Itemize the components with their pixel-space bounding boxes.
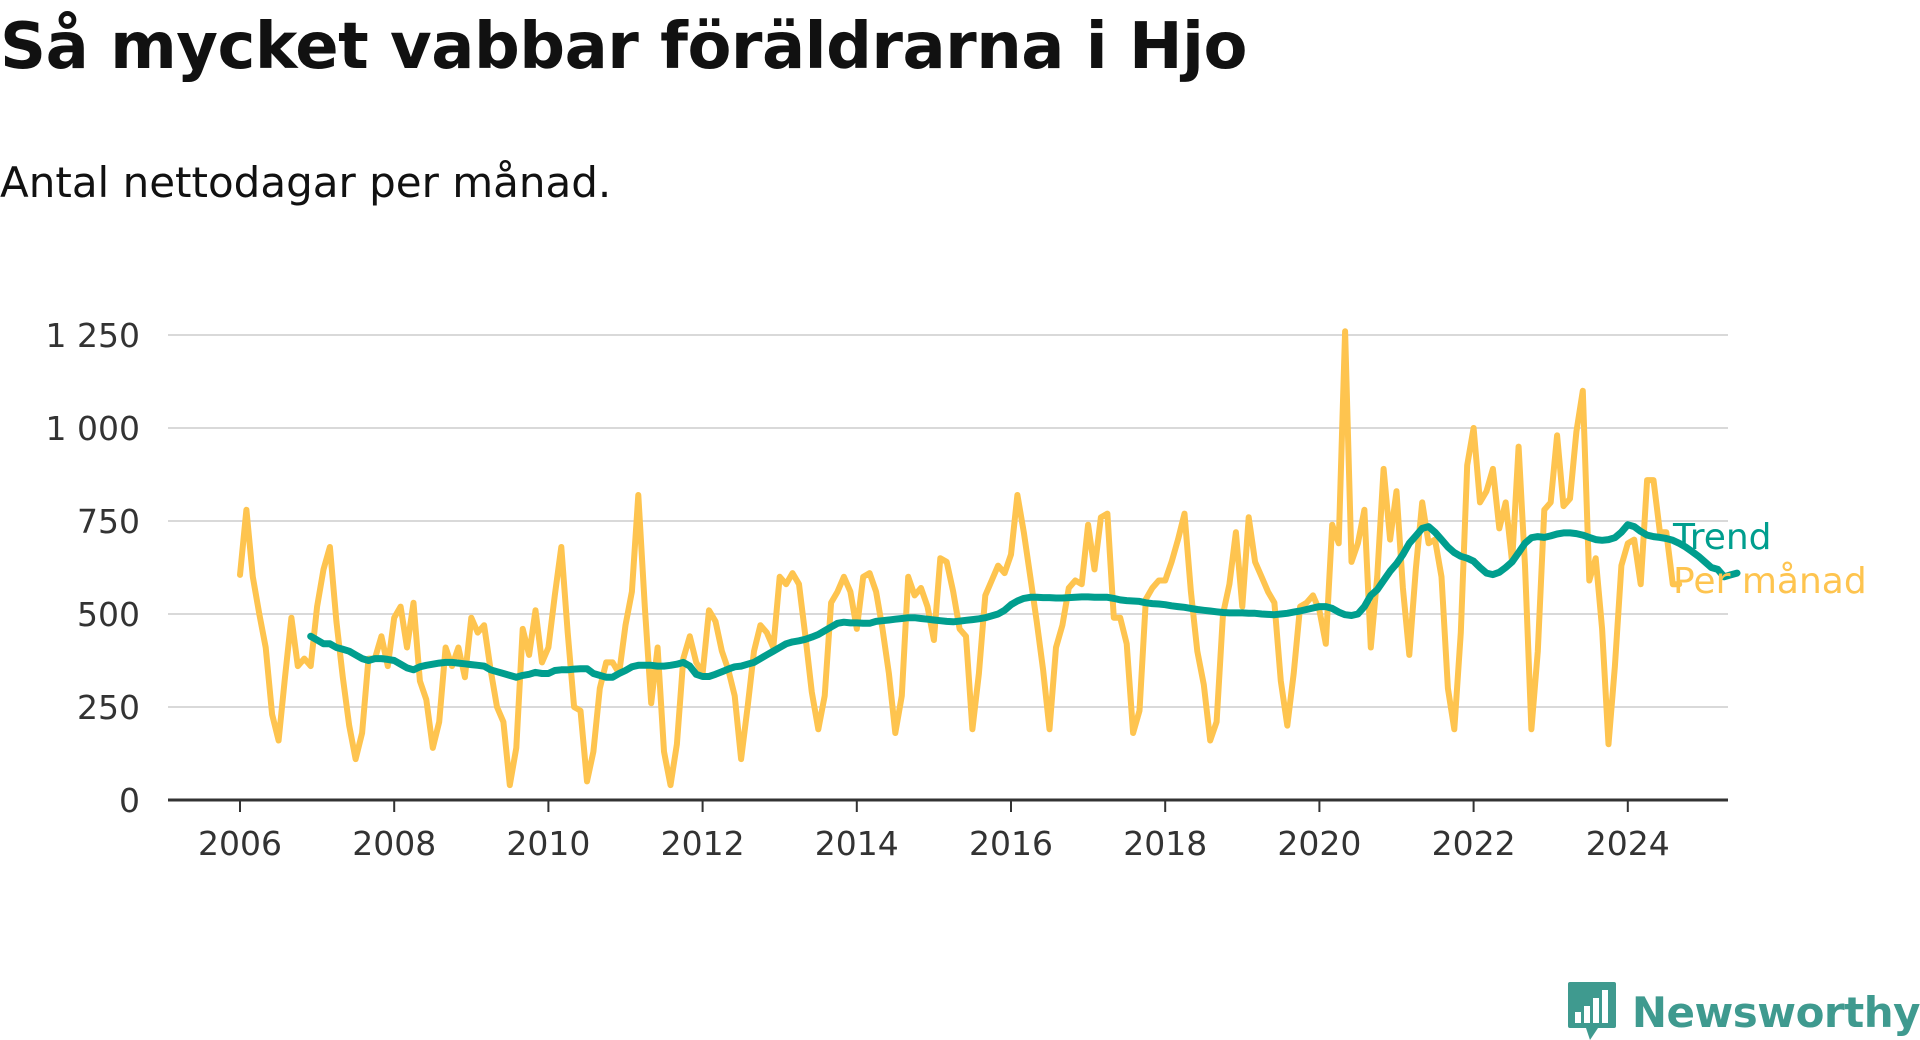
y-tick-label: 750 [77, 502, 140, 541]
x-tick-label: 2018 [1123, 824, 1207, 863]
y-axis-labels: 0 250 500 750 1 000 1 250 [46, 316, 140, 820]
trend-line [307, 521, 1741, 681]
y-tick-label: 250 [77, 688, 140, 727]
x-tick-label: 2012 [661, 824, 745, 863]
series-lines [237, 328, 1741, 789]
newsworthy-brand: Newsworthy [1566, 980, 1920, 1040]
x-tick-label: 2014 [815, 824, 899, 863]
y-tick-label: 1 000 [46, 409, 140, 448]
chart-subtitle: Antal nettodagar per månad. [0, 158, 612, 207]
x-tick-label: 2016 [969, 824, 1053, 863]
x-tick-label: 2020 [1277, 824, 1361, 863]
legend-label-per-manad: Per månad [1673, 561, 1867, 602]
grid-lines [168, 334, 1728, 708]
x-tick-label: 2024 [1586, 824, 1670, 863]
bar-chart-speech-bubble-icon [1567, 982, 1616, 1040]
x-tick-label: 2006 [198, 824, 282, 863]
x-tick-label: 2022 [1432, 824, 1516, 863]
x-tick-label: 2008 [352, 824, 436, 863]
chart-title: Så mycket vabbar föräldrarna i Hjo [0, 10, 1247, 84]
x-tick-label: 2010 [506, 824, 590, 863]
y-tick-label: 0 [119, 781, 140, 820]
brand-name: Newsworthy [1631, 987, 1920, 1037]
monthly-line [237, 328, 1683, 789]
x-axis: 2006 2008 2010 2012 2014 2016 2018 2020 2022 2024 [168, 798, 1728, 863]
y-tick-label: 1 250 [46, 316, 140, 355]
y-tick-label: 500 [77, 595, 140, 634]
legend-label-trend: Trend [1672, 517, 1772, 558]
